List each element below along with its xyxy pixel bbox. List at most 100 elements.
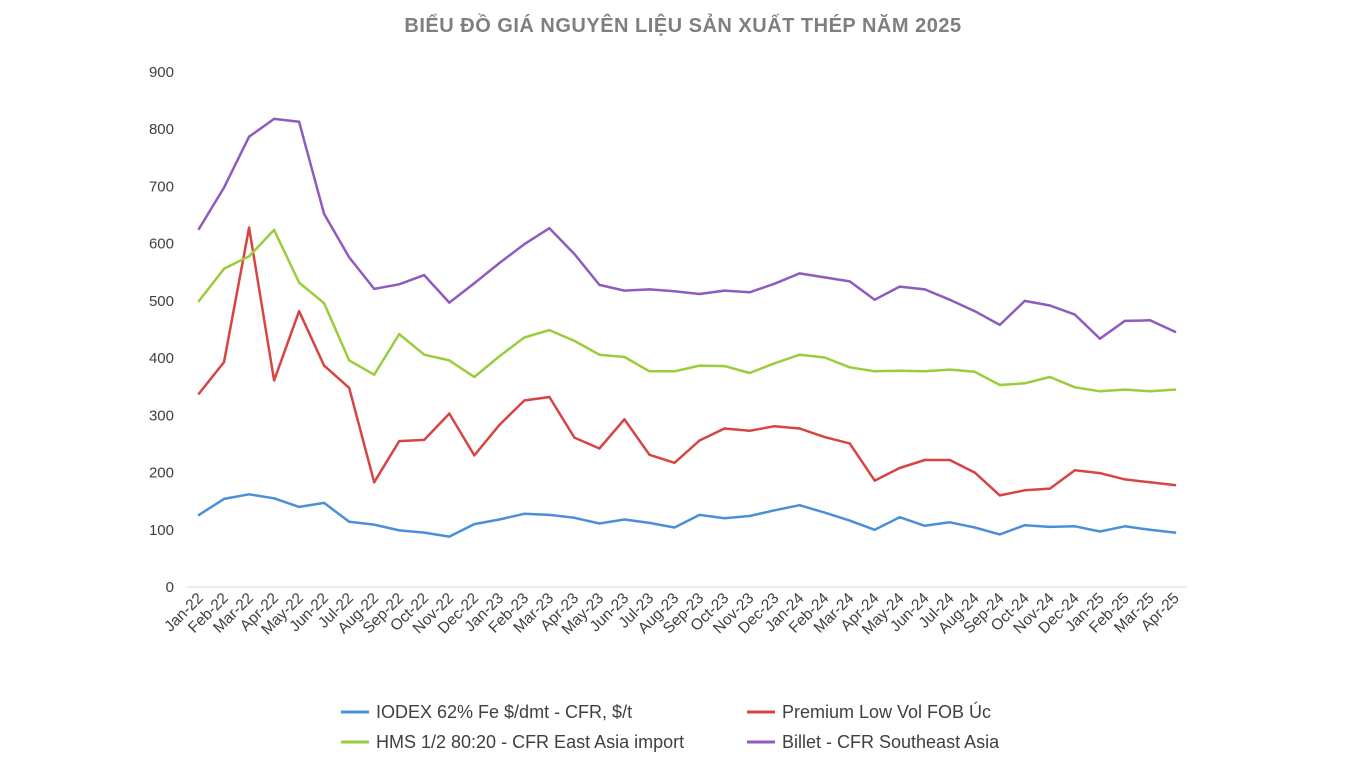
data-point: [873, 370, 876, 373]
data-point: [573, 339, 576, 343]
data-point: [1048, 525, 1052, 529]
data-point: [523, 336, 526, 339]
legend-label: Premium Low Vol FOB Úc: [782, 701, 991, 722]
data-point: [573, 436, 576, 439]
data-point: [1048, 375, 1052, 379]
data-point: [498, 261, 501, 265]
y-tick-label: 800: [149, 121, 174, 138]
data-point: [348, 256, 351, 259]
data-point: [623, 289, 626, 292]
data-point: [498, 355, 501, 358]
data-point: [423, 353, 426, 356]
data-point: [498, 423, 501, 427]
data-point: [1098, 337, 1102, 340]
data-point: [673, 461, 676, 464]
data-point: [1123, 525, 1127, 528]
data-point: [673, 370, 676, 373]
data-point: [348, 520, 351, 523]
data-point: [448, 412, 451, 415]
data-point: [923, 458, 926, 462]
data-point: [723, 427, 726, 430]
data-point: [948, 458, 951, 462]
data-point: [222, 186, 226, 189]
data-point: [473, 282, 476, 285]
data-point: [398, 283, 401, 286]
data-point: [222, 360, 226, 364]
data-point: [1073, 313, 1077, 316]
data-point: [673, 526, 676, 529]
data-point: [247, 135, 251, 138]
y-tick-label: 500: [149, 293, 174, 310]
data-point: [848, 442, 851, 445]
data-point: [598, 447, 601, 450]
data-point: [373, 481, 376, 484]
data-point: [623, 355, 626, 359]
data-point: [423, 438, 426, 442]
series-1: [197, 493, 1177, 538]
data-point: [723, 517, 726, 520]
data-point: [1023, 299, 1026, 303]
y-tick-label: 200: [149, 465, 174, 482]
data-point: [348, 359, 351, 362]
legend-label: Billet - CFR Southeast Asia: [782, 732, 1000, 752]
data-point: [698, 513, 701, 517]
data-point: [322, 501, 326, 505]
data-point: [1148, 481, 1152, 484]
data-point: [247, 255, 251, 258]
y-tick-label: 600: [149, 236, 174, 253]
data-point: [1098, 390, 1102, 393]
data-point: [723, 364, 726, 368]
data-point: [1023, 382, 1026, 385]
data-point: [548, 227, 551, 230]
data-point: [848, 366, 851, 369]
data-point: [873, 298, 876, 301]
data-point: [322, 302, 326, 305]
data-point: [748, 291, 751, 294]
legend-item: Billet - CFR Southeast Asia: [747, 732, 1000, 752]
data-point: [197, 227, 201, 230]
data-point: [297, 310, 301, 313]
y-tick-label: 700: [149, 178, 174, 195]
data-point: [1073, 525, 1077, 528]
data-point: [823, 276, 826, 279]
y-tick-label: 0: [166, 579, 174, 596]
y-axis-ticks: 0 100 200 300 400 500 600 700 800 900: [149, 64, 174, 596]
data-point: [873, 479, 876, 482]
data-point: [873, 528, 876, 531]
legend-item: Premium Low Vol FOB Úc: [747, 701, 991, 722]
data-point: [1098, 530, 1102, 533]
data-point: [698, 364, 701, 367]
data-point: [998, 323, 1001, 327]
data-point: [373, 523, 376, 526]
series-3: [197, 228, 1177, 393]
data-point: [398, 439, 401, 443]
data-point: [798, 353, 801, 356]
data-point: [348, 386, 351, 390]
data-point: [373, 373, 376, 376]
data-point: [998, 533, 1001, 536]
data-point: [798, 272, 801, 275]
data-point: [473, 454, 476, 457]
data-point: [648, 370, 651, 373]
data-point: [423, 531, 426, 534]
data-point: [623, 418, 626, 421]
data-point: [548, 513, 551, 517]
y-tick-label: 900: [149, 64, 174, 81]
data-point: [573, 516, 576, 519]
y-tick-label: 300: [149, 407, 174, 424]
series-line: [197, 117, 1177, 340]
data-point: [197, 392, 201, 395]
series-line: [197, 493, 1177, 538]
data-point: [798, 504, 801, 507]
series-line: [197, 226, 1177, 497]
data-point: [272, 228, 276, 232]
data-point: [823, 356, 826, 359]
data-point: [923, 524, 926, 527]
data-point: [1048, 487, 1052, 490]
data-point: [548, 395, 551, 399]
data-point: [698, 439, 701, 442]
data-point: [297, 120, 301, 124]
data-point: [898, 285, 901, 288]
data-point: [548, 328, 551, 332]
data-point: [598, 522, 601, 525]
